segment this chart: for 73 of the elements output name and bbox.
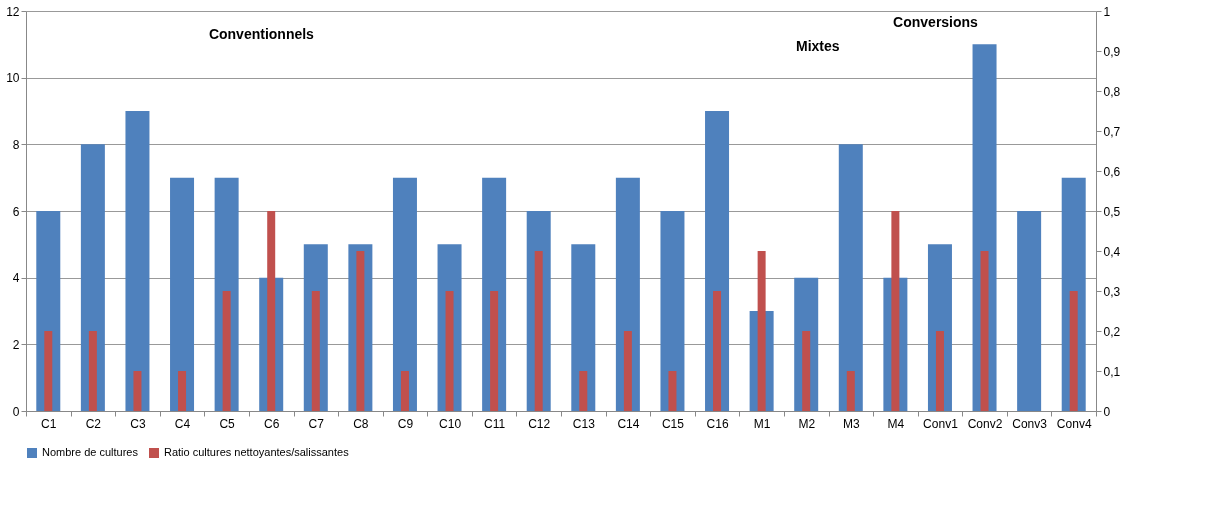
- y2-tick-label: 0,3: [1103, 284, 1121, 299]
- y2-tick-label: 0,4: [1103, 244, 1121, 259]
- bar: [125, 111, 150, 411]
- x-tick-label: C11: [484, 416, 506, 431]
- x-tick-label: C4: [174, 416, 191, 431]
- annotation: Mixtes: [796, 38, 840, 54]
- x-tick-label: M1: [753, 416, 771, 431]
- y-tick-label: 6: [12, 204, 20, 219]
- bar: [170, 177, 195, 411]
- bar: [935, 331, 944, 411]
- x-tick-label: C10: [439, 416, 462, 431]
- x-tick-label: Conv2: [967, 416, 1003, 431]
- bar: [44, 331, 53, 411]
- y-tick-label: 10: [6, 71, 20, 86]
- y-tick-label: 12: [6, 4, 20, 19]
- y2-tick-label: 0,6: [1103, 164, 1121, 179]
- x-tick-label: Conv3: [1012, 416, 1048, 431]
- bar: [133, 371, 142, 411]
- x-tick-label: Conv4: [1056, 416, 1092, 431]
- x-tick-label: C6: [264, 416, 280, 431]
- bar: [980, 251, 989, 411]
- y2-tick-label: 0,5: [1103, 204, 1121, 219]
- x-tick-label: Conv1: [923, 416, 959, 431]
- y2-tick-label: 0,8: [1103, 84, 1121, 99]
- bar: [1069, 291, 1078, 411]
- x-tick-label: C2: [85, 416, 102, 431]
- x-tick-label: C14: [617, 416, 640, 431]
- y2-tick-label: 0: [1103, 404, 1111, 419]
- x-tick-label: C3: [130, 416, 146, 431]
- y2-tick-label: 0,1: [1103, 364, 1121, 379]
- bar: [392, 177, 417, 411]
- y-tick-label: 0: [12, 404, 20, 419]
- x-tick-label: M4: [887, 416, 905, 431]
- x-tick-label: C5: [219, 416, 236, 431]
- x-tick-label: C8: [353, 416, 369, 431]
- bar: [80, 144, 105, 411]
- x-tick-label: M2: [798, 416, 816, 431]
- x-tick-label: C12: [528, 416, 551, 431]
- bar: [490, 291, 499, 411]
- y2-tick-label: 0,7: [1103, 124, 1121, 139]
- x-tick-label: M3: [842, 416, 860, 431]
- bar: [445, 291, 454, 411]
- x-tick-label: C7: [308, 416, 325, 431]
- bar: [178, 371, 187, 411]
- x-tick-label: C15: [661, 416, 685, 431]
- y2-tick-label: 0,2: [1103, 324, 1121, 339]
- y2-tick-label: 0,9: [1103, 44, 1121, 59]
- bar: [222, 291, 231, 411]
- x-tick-label: C9: [397, 416, 414, 431]
- legend-label: Nombre de cultures: [42, 446, 139, 458]
- bar: [311, 291, 320, 411]
- bar: [846, 371, 855, 411]
- x-tick-label: C1: [41, 416, 57, 431]
- bar: [1017, 211, 1042, 411]
- x-tick-label: C13: [572, 416, 596, 431]
- annotation: Conventionnels: [208, 26, 315, 42]
- bar: [400, 371, 409, 411]
- y-tick-label: 2: [12, 337, 20, 352]
- y-tick-label: 8: [12, 137, 20, 152]
- bar: [668, 371, 677, 411]
- y-tick-label: 4: [12, 271, 20, 286]
- bar: [838, 144, 863, 411]
- bar: [660, 211, 685, 411]
- bar: [571, 244, 596, 411]
- legend-label: Ratio cultures nettoyantes/salissantes: [164, 446, 350, 458]
- bar: [579, 371, 588, 411]
- bar: [713, 291, 722, 411]
- bar: [623, 331, 632, 411]
- bar: [88, 331, 97, 411]
- x-tick-label: C16: [706, 416, 729, 431]
- bar: [802, 331, 811, 411]
- y2-tick-label: 1: [1103, 4, 1111, 19]
- annotation: Conversions: [893, 14, 979, 30]
